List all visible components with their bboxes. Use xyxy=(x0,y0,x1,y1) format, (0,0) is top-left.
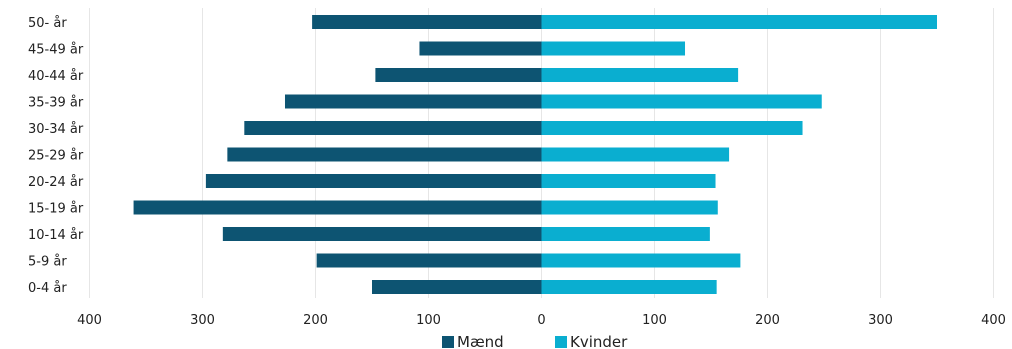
category-label: 0-4 år xyxy=(28,281,67,296)
x-tick-label: 300 xyxy=(190,313,215,328)
category-label: 25-29 år xyxy=(28,149,84,164)
bar-kvinder xyxy=(541,41,686,56)
bar-maend xyxy=(205,174,542,188)
legend-swatch-maend xyxy=(442,336,454,348)
category-labels: 50- år 45-49 år 40-44 år 35-39 år 30-34 år 25… xyxy=(28,16,84,296)
bar-maend xyxy=(133,200,542,215)
bar-kvinder xyxy=(541,68,739,82)
category-label: 50- år xyxy=(28,16,67,31)
bar-kvinder xyxy=(541,94,822,109)
x-tick-label: 400 xyxy=(77,313,102,328)
category-label: 40-44 år xyxy=(28,69,84,84)
category-label: 30-34 år xyxy=(28,122,84,137)
bar-maend xyxy=(372,280,542,294)
legend-label-kvinder: Kvinder xyxy=(570,333,628,349)
bar-maend xyxy=(222,227,542,241)
x-tick-label: 200 xyxy=(303,313,328,328)
bar-maend xyxy=(312,15,542,29)
bar-kvinder xyxy=(541,200,718,215)
x-tick-label: 0 xyxy=(537,313,545,328)
bar-kvinder xyxy=(541,280,717,294)
x-tick-label: 100 xyxy=(642,313,667,328)
bar-maend xyxy=(419,41,542,56)
bar-kvinder xyxy=(541,121,803,135)
bar-maend xyxy=(375,68,542,82)
category-label: 10-14 år xyxy=(28,228,84,243)
x-tick-label: 400 xyxy=(981,313,1006,328)
bar-kvinder xyxy=(541,253,741,268)
category-label: 45-49 år xyxy=(28,43,84,58)
bar-kvinder xyxy=(541,147,730,162)
legend-swatch-kvinder xyxy=(555,336,567,348)
category-label: 35-39 år xyxy=(28,96,84,111)
bar-maend xyxy=(244,121,542,135)
bars xyxy=(133,15,937,294)
x-tick-label: 100 xyxy=(416,313,441,328)
bar-maend xyxy=(227,147,542,162)
x-tick-label: 300 xyxy=(868,313,893,328)
category-label: 20-24 år xyxy=(28,175,84,190)
legend: Mænd Kvinder xyxy=(442,333,628,349)
bar-maend xyxy=(284,94,542,109)
bar-kvinder xyxy=(541,15,937,29)
bar-kvinder xyxy=(541,174,716,188)
category-label: 5-9 år xyxy=(28,255,67,270)
x-axis-tick-labels: 400 300 200 100 0 100 200 300 400 xyxy=(77,313,1006,328)
legend-label-maend: Mænd xyxy=(457,333,504,349)
category-label: 15-19 år xyxy=(28,202,84,217)
bar-maend xyxy=(316,253,542,268)
x-tick-label: 200 xyxy=(755,313,780,328)
bar-kvinder xyxy=(541,227,710,241)
